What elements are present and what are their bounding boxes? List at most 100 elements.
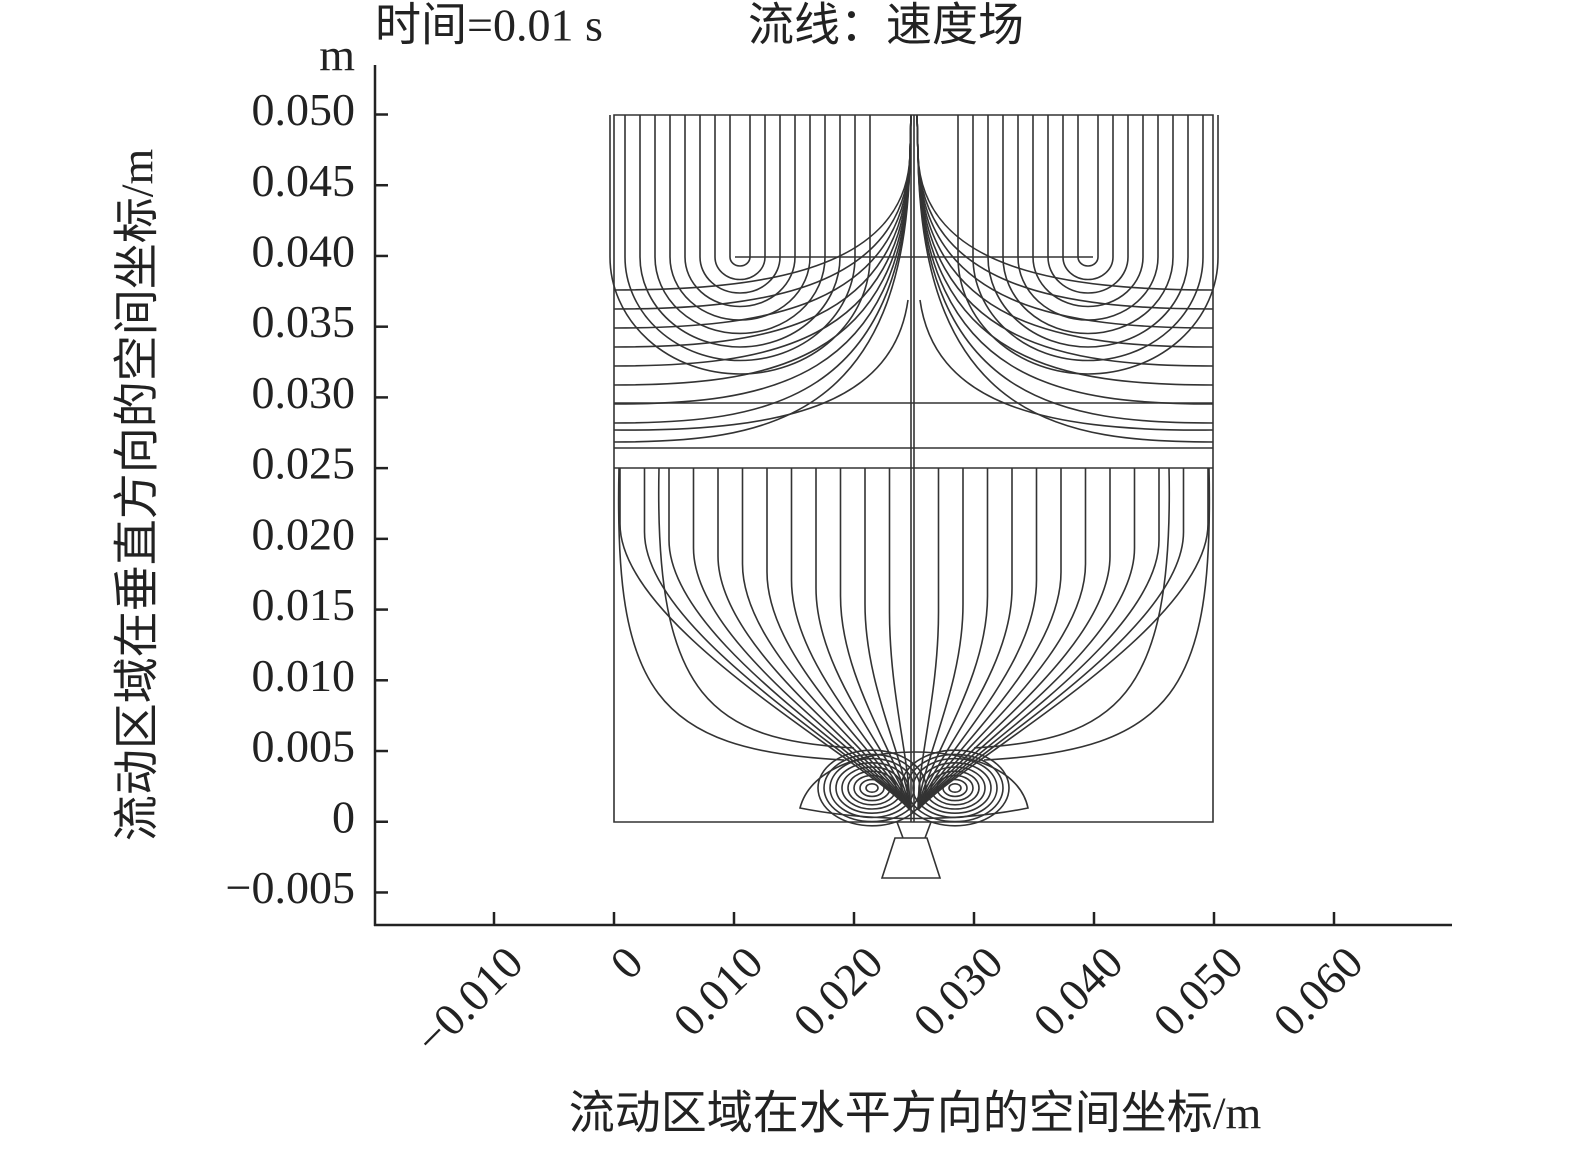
streamline (613, 114, 912, 310)
streamline (983, 467, 1211, 761)
chart-title: 时间=0.01 s (375, 0, 603, 51)
x-tick-label: 0.020 (783, 936, 892, 1045)
streamline (916, 114, 1214, 291)
y-tick-label: 0 (332, 791, 355, 842)
vortex (823, 753, 921, 823)
streamline (613, 114, 912, 348)
chart-subtitle: 流线：速度场 (748, 0, 1024, 51)
streamline (613, 114, 912, 329)
vortex (948, 782, 962, 793)
streamline (888, 468, 911, 811)
vortex (906, 753, 1004, 823)
streamline (1002, 115, 1174, 335)
streamline (972, 115, 1204, 362)
streamline (880, 821, 942, 879)
streamline (1077, 115, 1099, 267)
streamline (919, 299, 1214, 431)
streamline (609, 115, 871, 375)
x-tick-label: 0.030 (903, 936, 1012, 1045)
streamline (613, 299, 909, 431)
y-tick-label: 0.040 (252, 226, 356, 277)
streamline (613, 114, 912, 443)
x-tick-label: 0.050 (1143, 936, 1252, 1045)
vortex (936, 774, 974, 802)
vortex (918, 761, 992, 814)
streamline (699, 115, 781, 294)
vortex (835, 761, 909, 814)
x-axis-label: 流动区域在水平方向的空间坐标/m (569, 1088, 1262, 1139)
vortex (817, 749, 927, 827)
streamline (790, 468, 911, 811)
streamline (692, 468, 911, 811)
streamline (619, 468, 911, 811)
streamline (917, 468, 989, 811)
streamline (613, 114, 912, 386)
x-tick-label: 0.010 (663, 936, 772, 1045)
streamline (917, 468, 1136, 811)
x-tick-label: 0.060 (1263, 936, 1372, 1045)
streamline (613, 114, 912, 405)
vortex (900, 749, 1010, 827)
streamline (916, 114, 1214, 386)
streamline (714, 115, 766, 281)
vortex (859, 778, 885, 798)
streamline (717, 468, 911, 811)
streamline (684, 115, 796, 308)
streamline (916, 114, 1214, 424)
y-tick-label: 0.030 (252, 367, 356, 418)
vortex (930, 770, 980, 806)
streamline (916, 114, 1214, 405)
y-tick-label: 0.050 (252, 84, 356, 135)
streamline (917, 468, 964, 811)
y-tick-label: 0.015 (252, 579, 356, 630)
streamline (657, 467, 855, 749)
streamline (916, 114, 1214, 348)
streamline (617, 467, 845, 761)
streamline (917, 468, 1209, 811)
x-tick-label: 0 (600, 936, 652, 988)
y-tick-label: 0.025 (252, 438, 356, 489)
y-tick-label: 0.020 (252, 508, 356, 559)
streamline (1017, 115, 1159, 321)
streamline (654, 115, 826, 335)
streamline (639, 115, 841, 348)
streamline (668, 468, 911, 811)
streamline (910, 115, 915, 822)
vortex (865, 782, 879, 793)
y-tick-label: 0.010 (252, 650, 356, 701)
x-tick-label: −0.010 (405, 936, 533, 1064)
streamline (917, 468, 1185, 811)
vortex (924, 766, 986, 810)
streamline (669, 115, 811, 321)
vortex (853, 774, 891, 802)
streamline (917, 468, 1038, 811)
y-tick-label: 0.035 (252, 296, 356, 347)
streamline (916, 114, 1214, 310)
streamline (1062, 115, 1114, 281)
streamline (1047, 115, 1129, 294)
streamline (741, 468, 911, 811)
streamline (613, 114, 912, 291)
y-axis-label: 流动区域在垂直方向的空间坐标/m (112, 149, 163, 842)
streamline (973, 467, 1171, 749)
y-unit: m (319, 30, 355, 81)
streamline (917, 468, 1160, 811)
streamline (957, 115, 1219, 375)
streamline (917, 468, 1087, 811)
streamline (839, 468, 911, 811)
streamline (799, 751, 1029, 820)
vortex (942, 778, 968, 798)
y-tick-label: 0.005 (252, 721, 356, 772)
vortex (841, 766, 903, 810)
streamline (1032, 115, 1144, 308)
streamline (613, 114, 912, 424)
streamline (729, 115, 751, 267)
streamline (613, 114, 1214, 823)
y-tick-label: −0.005 (226, 862, 355, 913)
streamline (916, 114, 1214, 329)
streamlines (609, 114, 1219, 879)
streamline (916, 114, 1214, 443)
vortex (847, 770, 897, 806)
streamline (624, 115, 856, 362)
